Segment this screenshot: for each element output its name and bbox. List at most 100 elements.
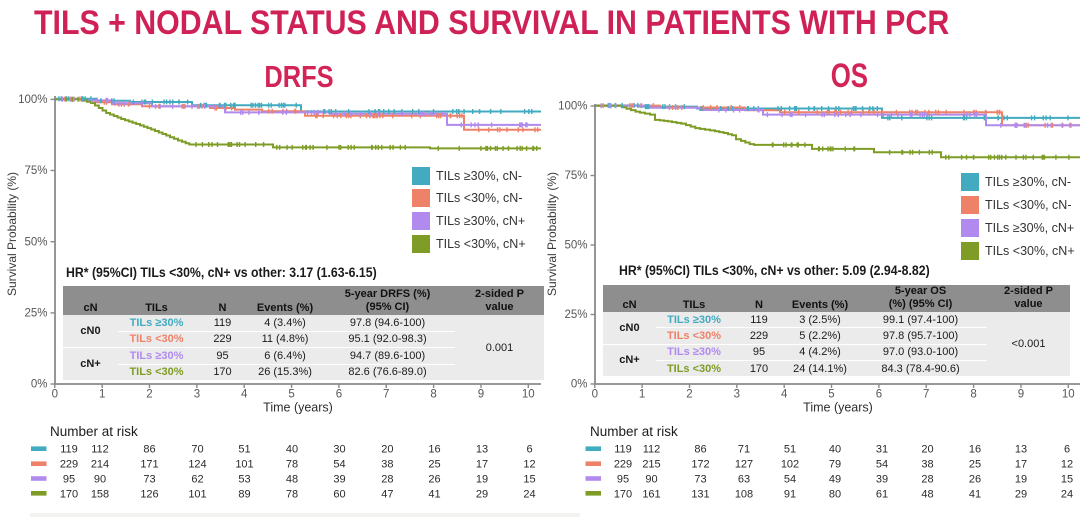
svg-text:24: 24	[523, 488, 535, 500]
svg-text:25%: 25%	[564, 309, 587, 321]
svg-text:126: 126	[140, 488, 158, 500]
svg-text:20: 20	[921, 444, 933, 456]
svg-text:13: 13	[1015, 444, 1027, 456]
svg-text:16: 16	[969, 444, 981, 456]
svg-text:229: 229	[614, 459, 632, 471]
svg-text:9: 9	[478, 389, 484, 401]
svg-text:80: 80	[829, 488, 841, 500]
svg-text:73: 73	[694, 474, 706, 486]
svg-text:9: 9	[1018, 389, 1024, 401]
svg-text:90: 90	[645, 474, 657, 486]
svg-text:60: 60	[333, 488, 345, 500]
svg-text:48: 48	[286, 474, 298, 486]
svg-text:8: 8	[430, 389, 436, 401]
svg-text:49: 49	[829, 474, 841, 486]
svg-text:41: 41	[428, 488, 440, 500]
svg-text:161: 161	[642, 488, 660, 500]
svg-text:38: 38	[381, 459, 393, 471]
svg-text:6: 6	[526, 444, 532, 456]
svg-text:1: 1	[639, 389, 645, 401]
svg-text:Survival Probability (%): Survival Probability (%)	[5, 172, 19, 296]
svg-text:70: 70	[191, 444, 203, 456]
svg-text:38: 38	[921, 459, 933, 471]
svg-text:16: 16	[428, 444, 440, 456]
svg-text:0: 0	[592, 389, 598, 401]
svg-text:6: 6	[336, 389, 342, 401]
svg-text:Number at risk: Number at risk	[50, 424, 138, 439]
svg-text:10: 10	[1062, 389, 1075, 401]
svg-text:91: 91	[784, 488, 796, 500]
svg-text:119: 119	[614, 444, 632, 456]
svg-text:17: 17	[476, 459, 488, 471]
svg-text:51: 51	[784, 444, 796, 456]
svg-text:25: 25	[969, 459, 981, 471]
svg-text:40: 40	[286, 444, 298, 456]
svg-text:95: 95	[63, 474, 75, 486]
svg-text:13: 13	[476, 444, 488, 456]
svg-text:131: 131	[691, 488, 709, 500]
svg-text:Time (years): Time (years)	[263, 401, 333, 415]
svg-text:170: 170	[614, 488, 632, 500]
svg-text:102: 102	[781, 459, 799, 471]
svg-text:75%: 75%	[24, 165, 47, 177]
svg-text:50%: 50%	[24, 236, 47, 248]
svg-text:108: 108	[735, 488, 753, 500]
svg-text:71: 71	[738, 444, 750, 456]
svg-text:229: 229	[60, 459, 78, 471]
svg-text:12: 12	[1061, 459, 1073, 471]
svg-text:25: 25	[428, 459, 440, 471]
svg-text:2: 2	[686, 389, 692, 401]
svg-text:12: 12	[523, 459, 535, 471]
svg-text:6: 6	[876, 389, 882, 401]
svg-text:79: 79	[829, 459, 841, 471]
svg-text:214: 214	[91, 459, 109, 471]
svg-text:29: 29	[476, 488, 488, 500]
svg-text:89: 89	[238, 488, 250, 500]
svg-text:119: 119	[60, 444, 78, 456]
svg-text:86: 86	[143, 444, 155, 456]
svg-text:7: 7	[923, 389, 929, 401]
svg-text:54: 54	[876, 459, 888, 471]
svg-text:30: 30	[333, 444, 345, 456]
svg-text:19: 19	[476, 474, 488, 486]
svg-text:172: 172	[691, 459, 709, 471]
svg-text:4: 4	[781, 389, 788, 401]
svg-text:215: 215	[642, 459, 660, 471]
svg-text:170: 170	[60, 488, 78, 500]
svg-text:54: 54	[333, 459, 345, 471]
svg-text:112: 112	[91, 444, 109, 456]
svg-text:78: 78	[286, 459, 298, 471]
svg-text:53: 53	[238, 474, 250, 486]
svg-text:39: 39	[876, 474, 888, 486]
svg-text:3: 3	[734, 389, 740, 401]
svg-text:86: 86	[694, 444, 706, 456]
svg-text:31: 31	[876, 444, 888, 456]
svg-text:17: 17	[1015, 459, 1027, 471]
svg-text:29: 29	[1015, 488, 1027, 500]
svg-text:101: 101	[188, 488, 206, 500]
svg-text:0%: 0%	[31, 379, 48, 391]
svg-text:124: 124	[188, 459, 206, 471]
svg-text:0%: 0%	[571, 379, 588, 391]
svg-text:Number at risk: Number at risk	[590, 424, 678, 439]
svg-text:8: 8	[970, 389, 976, 401]
svg-text:5: 5	[828, 389, 834, 401]
svg-text:101: 101	[235, 459, 253, 471]
svg-text:63: 63	[738, 474, 750, 486]
svg-text:26: 26	[428, 474, 440, 486]
svg-text:171: 171	[140, 459, 158, 471]
svg-text:95: 95	[617, 474, 629, 486]
svg-text:47: 47	[381, 488, 393, 500]
svg-text:100%: 100%	[558, 101, 587, 113]
svg-text:127: 127	[735, 459, 753, 471]
svg-text:15: 15	[523, 474, 535, 486]
svg-text:90: 90	[94, 474, 106, 486]
svg-text:1: 1	[99, 389, 105, 401]
svg-text:61: 61	[876, 488, 888, 500]
svg-text:24: 24	[1061, 488, 1073, 500]
svg-text:78: 78	[286, 488, 298, 500]
svg-text:26: 26	[969, 474, 981, 486]
svg-text:Time (years): Time (years)	[803, 401, 873, 415]
svg-text:100%: 100%	[18, 94, 47, 106]
svg-text:50%: 50%	[564, 240, 587, 252]
